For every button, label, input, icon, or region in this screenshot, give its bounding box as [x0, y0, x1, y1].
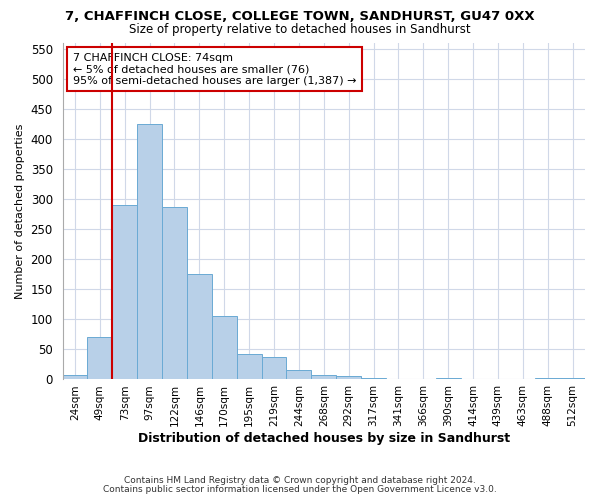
Bar [112, 205, 137, 380]
Bar [88, 338, 112, 380]
Bar [361, 378, 386, 380]
Text: 7, CHAFFINCH CLOSE, COLLEGE TOWN, SANDHURST, GU47 0XX: 7, CHAFFINCH CLOSE, COLLEGE TOWN, SANDHU… [65, 10, 535, 23]
Bar [535, 378, 560, 380]
Text: Size of property relative to detached houses in Sandhurst: Size of property relative to detached ho… [129, 22, 471, 36]
Bar [137, 124, 162, 380]
Bar [436, 378, 461, 380]
Bar [485, 379, 511, 380]
Bar [560, 378, 585, 380]
Bar [336, 376, 361, 380]
Bar [236, 354, 262, 380]
Bar [212, 316, 236, 380]
X-axis label: Distribution of detached houses by size in Sandhurst: Distribution of detached houses by size … [138, 432, 510, 445]
Bar [386, 379, 411, 380]
Bar [286, 370, 311, 380]
Bar [187, 274, 212, 380]
Bar [162, 207, 187, 380]
Text: Contains HM Land Registry data © Crown copyright and database right 2024.: Contains HM Land Registry data © Crown c… [124, 476, 476, 485]
Text: Contains public sector information licensed under the Open Government Licence v3: Contains public sector information licen… [103, 485, 497, 494]
Bar [262, 357, 286, 380]
Bar [311, 375, 336, 380]
Y-axis label: Number of detached properties: Number of detached properties [15, 124, 25, 298]
Text: 7 CHAFFINCH CLOSE: 74sqm
← 5% of detached houses are smaller (76)
95% of semi-de: 7 CHAFFINCH CLOSE: 74sqm ← 5% of detache… [73, 52, 356, 86]
Bar [62, 375, 88, 380]
